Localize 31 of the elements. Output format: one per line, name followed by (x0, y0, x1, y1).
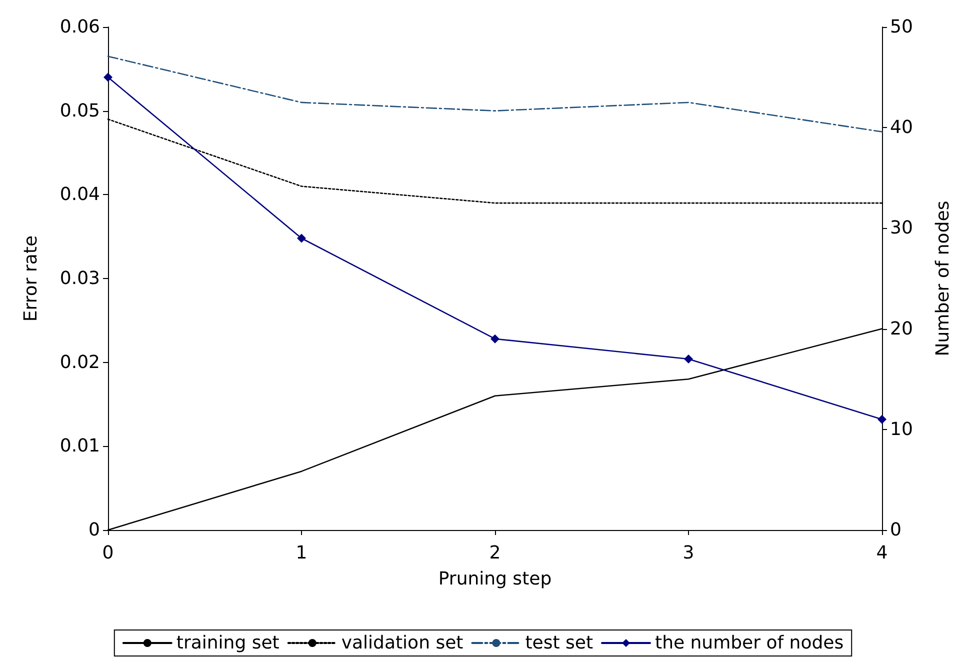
y2-axis-title: Number of nodes (932, 200, 954, 356)
x-tick-label: 3 (682, 542, 694, 564)
x-tick-label: 2 (489, 542, 501, 564)
point (104, 72, 112, 82)
y-axis-title: Error rate (20, 235, 42, 322)
point (878, 414, 886, 424)
point (490, 334, 500, 344)
y-tick-label: 0.05 (60, 100, 100, 122)
y2-tick-label: 10 (890, 418, 913, 440)
y-tick-label: 0.06 (60, 16, 100, 38)
point (297, 234, 306, 243)
y-tick-label: 0.01 (60, 436, 100, 457)
legend-label: training set (176, 632, 280, 654)
y2-tick-label: 0 (890, 520, 902, 540)
y-tick-label: 0.04 (60, 184, 100, 206)
x-tick-label: 4 (876, 542, 888, 564)
point (684, 354, 693, 364)
y2-tick-label: 40 (890, 117, 913, 138)
legend-label: validation set (341, 632, 464, 654)
y2-tick-label: 20 (890, 318, 913, 340)
y-tick-label: 0.03 (60, 268, 100, 289)
y2-tick-label: 50 (890, 16, 913, 38)
line-series (107, 56, 883, 132)
x-tick-label: 1 (296, 542, 308, 564)
x-axis-title: Pruning step (438, 568, 552, 590)
legend-label: test set (525, 632, 594, 654)
y2-tick-label: 30 (890, 218, 913, 239)
y-tick-label: 0.02 (60, 352, 100, 373)
legend-label: the number of nodes (655, 632, 844, 654)
x-tick-label: 0 (102, 542, 114, 564)
y-tick-label: 0 (88, 520, 100, 540)
